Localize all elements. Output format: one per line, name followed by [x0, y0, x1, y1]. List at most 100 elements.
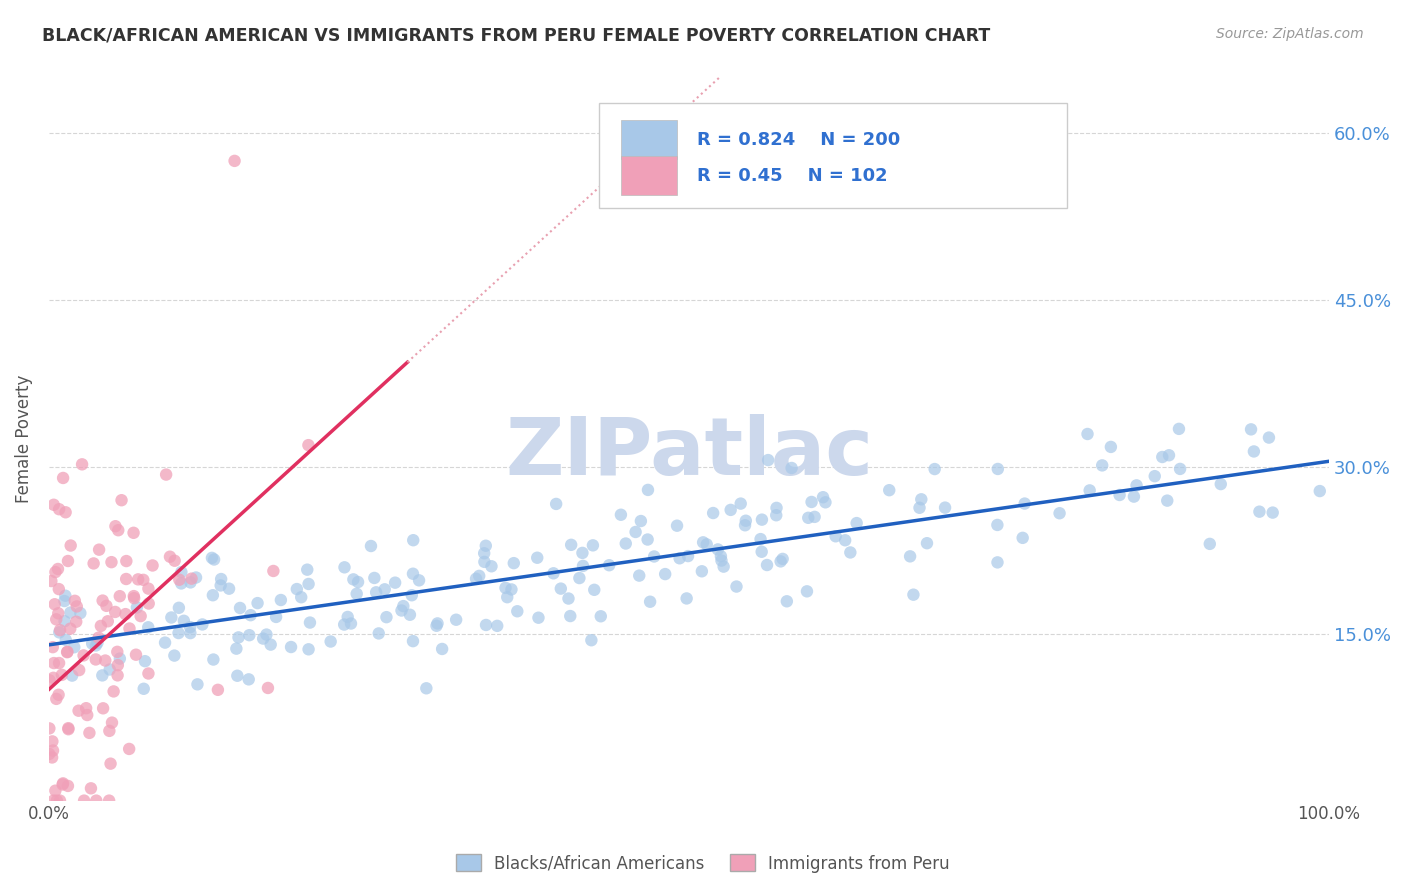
- Point: [257, 681, 280, 695]
- Point: [226, 669, 249, 683]
- Point: [118, 742, 141, 756]
- Point: [710, 553, 733, 567]
- Point: [290, 591, 312, 605]
- Point: [340, 616, 363, 631]
- Point: [1168, 422, 1191, 436]
- Point: [430, 642, 453, 657]
- Point: [179, 620, 201, 634]
- Point: [69, 606, 91, 620]
- Point: [132, 573, 155, 587]
- Point: [702, 506, 724, 520]
- Point: [772, 552, 794, 566]
- Point: [110, 493, 132, 508]
- Point: [91, 593, 114, 607]
- Point: [73, 794, 96, 808]
- Point: [408, 574, 430, 588]
- Point: [179, 575, 201, 590]
- Point: [167, 600, 190, 615]
- Point: [108, 589, 131, 603]
- Point: [84, 639, 107, 653]
- Point: [122, 525, 145, 540]
- Point: [475, 539, 498, 553]
- Point: [384, 575, 406, 590]
- Point: [270, 593, 292, 607]
- Point: [160, 610, 183, 624]
- Point: [501, 582, 523, 597]
- Point: [572, 558, 595, 573]
- Point: [48, 656, 70, 670]
- Point: [191, 617, 214, 632]
- Point: [800, 495, 823, 509]
- Point: [42, 498, 65, 512]
- Point: [75, 701, 97, 715]
- Point: [229, 601, 252, 615]
- Point: [87, 631, 110, 645]
- Point: [1122, 490, 1144, 504]
- Point: [730, 497, 752, 511]
- Point: [769, 554, 792, 568]
- Point: [94, 654, 117, 668]
- Point: [668, 551, 690, 566]
- Point: [1078, 483, 1101, 498]
- Point: [38, 747, 60, 761]
- Point: [48, 688, 70, 702]
- Point: [481, 559, 503, 574]
- FancyBboxPatch shape: [599, 103, 1067, 208]
- Text: Source: ZipAtlas.com: Source: ZipAtlas.com: [1216, 27, 1364, 41]
- Point: [202, 652, 225, 666]
- Point: [666, 518, 689, 533]
- Point: [49, 794, 72, 808]
- Point: [163, 554, 186, 568]
- Point: [49, 623, 72, 637]
- Point: [98, 663, 121, 677]
- Point: [264, 610, 287, 624]
- Point: [260, 638, 283, 652]
- Point: [42, 656, 65, 670]
- Point: [100, 555, 122, 569]
- Point: [142, 558, 165, 573]
- Point: [298, 615, 321, 630]
- Point: [676, 549, 699, 563]
- Point: [336, 610, 359, 624]
- Point: [986, 518, 1008, 533]
- Point: [1240, 422, 1263, 436]
- Point: [246, 596, 269, 610]
- Point: [103, 684, 125, 698]
- Point: [824, 529, 846, 543]
- Point: [502, 556, 524, 570]
- Point: [1076, 427, 1098, 442]
- Point: [610, 508, 633, 522]
- Point: [59, 622, 82, 636]
- Point: [1049, 506, 1071, 520]
- Point: [803, 509, 825, 524]
- Point: [426, 616, 449, 631]
- Y-axis label: Female Poverty: Female Poverty: [15, 375, 32, 503]
- Point: [170, 576, 193, 591]
- Point: [83, 557, 105, 571]
- Point: [546, 497, 568, 511]
- Point: [86, 636, 108, 650]
- Point: [136, 620, 159, 634]
- Point: [1108, 488, 1130, 502]
- Point: [38, 722, 60, 736]
- Point: [48, 502, 70, 516]
- Point: [180, 572, 202, 586]
- Point: [138, 597, 160, 611]
- Point: [45, 794, 67, 808]
- Point: [90, 619, 112, 633]
- Point: [132, 681, 155, 696]
- Point: [475, 618, 498, 632]
- Point: [910, 492, 932, 507]
- Point: [725, 580, 748, 594]
- Point: [1261, 506, 1284, 520]
- Point: [280, 640, 302, 654]
- Point: [52, 776, 75, 790]
- Point: [696, 537, 718, 551]
- Point: [201, 550, 224, 565]
- Point: [59, 539, 82, 553]
- Point: [346, 587, 368, 601]
- Point: [710, 549, 733, 564]
- Legend: Blacks/African Americans, Immigrants from Peru: Blacks/African Americans, Immigrants fro…: [450, 847, 956, 880]
- Point: [796, 584, 818, 599]
- Point: [58, 723, 80, 737]
